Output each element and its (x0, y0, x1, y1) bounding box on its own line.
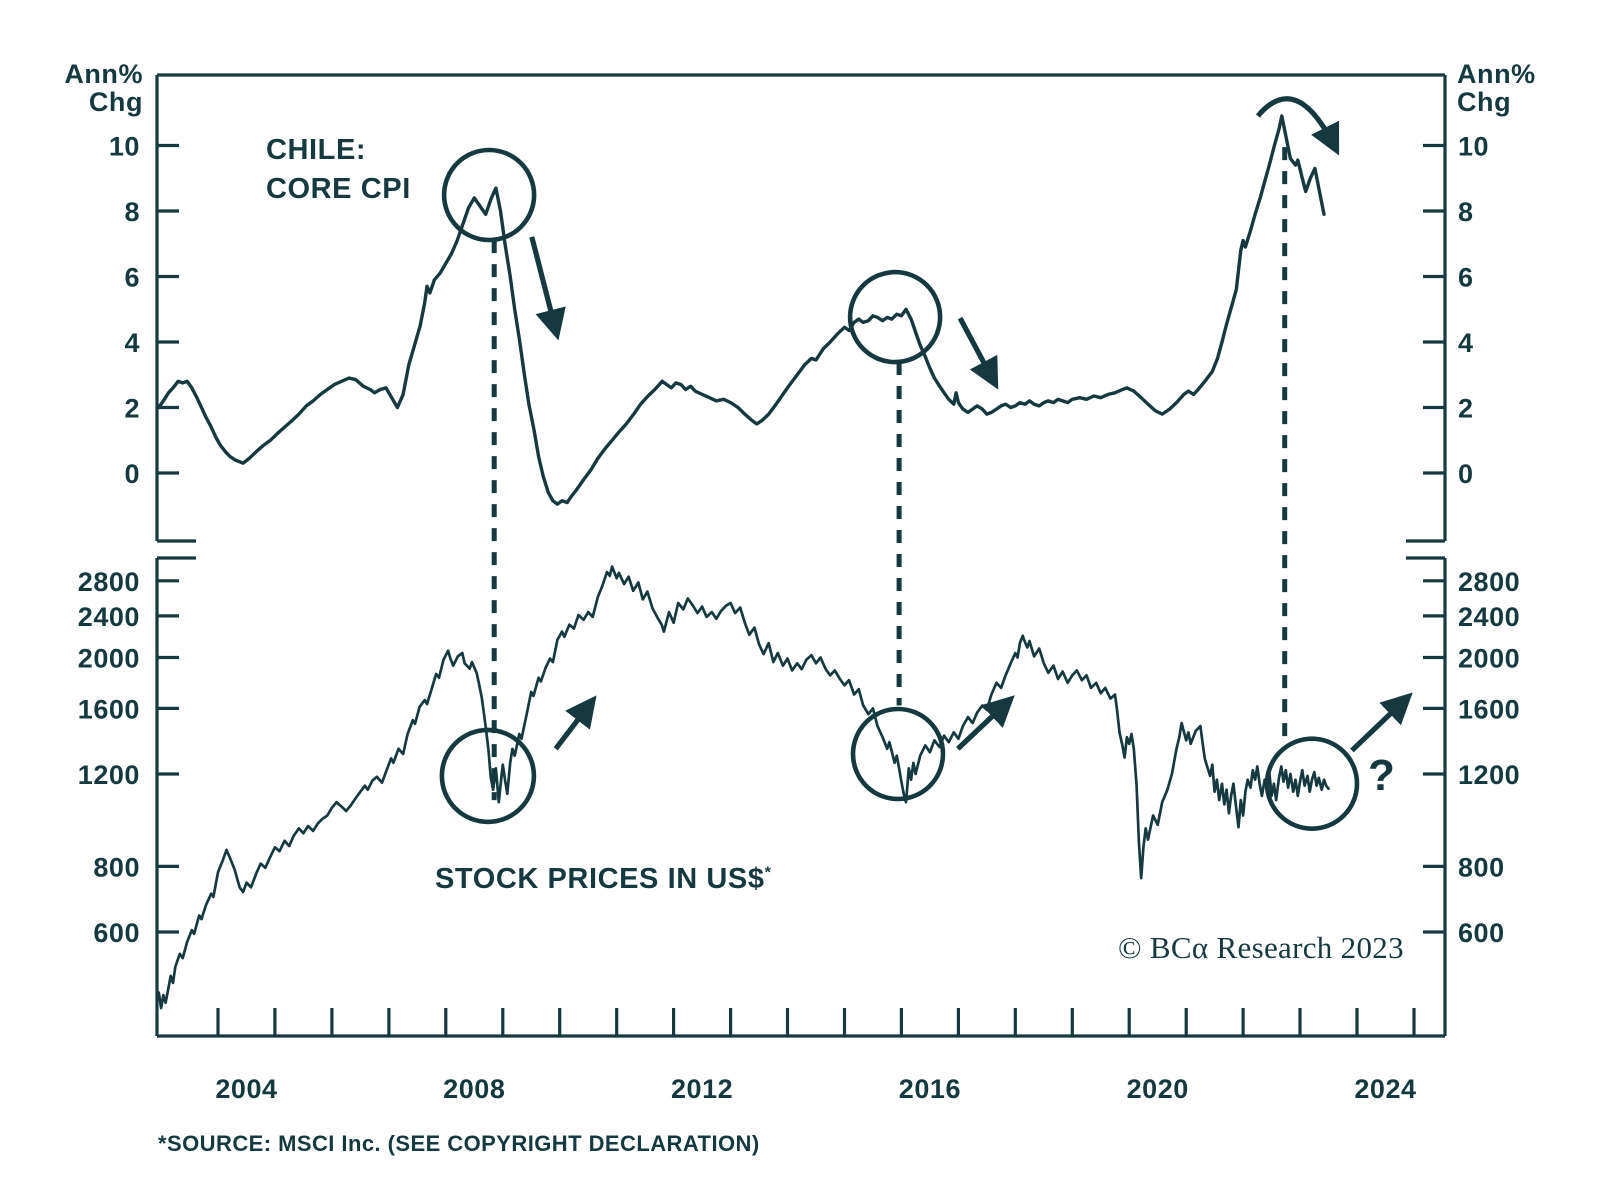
cpi-peak-circle (847, 269, 943, 365)
y-axis-unit-line1: Ann% (1457, 59, 1536, 89)
top-panel-y-tick-label-left: 6 (124, 263, 140, 293)
top-panel-y-tick-label-left: 0 (124, 459, 140, 489)
cpi-peak-circle (441, 147, 537, 243)
top-panel-y-tick-label-right: 4 (1458, 328, 1474, 358)
x-axis-year-label: 2020 (1127, 1074, 1189, 1104)
top-panel-y-tick-label-right: 0 (1458, 459, 1474, 489)
x-axis-year-label: 2016 (899, 1074, 961, 1104)
top-panel-y-tick-label-left: 8 (124, 197, 140, 227)
bottom-panel-y-tick-label-right: 2000 (1458, 644, 1520, 674)
bottom-panel-y-tick-label-right: 800 (1458, 852, 1505, 882)
bottom-panel-y-tick-label-right: 1200 (1458, 760, 1520, 790)
top-panel-y-tick-label-left: 10 (109, 132, 140, 162)
y-axis-unit-top-right: Ann% Chg (1457, 60, 1536, 116)
top-panel-y-tick-label-right: 6 (1458, 263, 1474, 293)
bottom-panel-y-tick-label-left: 2400 (78, 602, 140, 632)
axes-frame (155, 73, 1447, 1038)
top-panel-y-tick-label-right: 2 (1458, 394, 1474, 424)
bottom-panel-y-tick-label-left: 800 (93, 852, 140, 882)
source-note: *SOURCE: MSCI Inc. (SEE COPYRIGHT DECLAR… (158, 1131, 760, 1156)
bottom-panel-y-tick-label-left: 1600 (78, 694, 140, 724)
footnote-asterisk: * (764, 864, 772, 882)
stock-up-arrow (956, 695, 1015, 751)
stock-trough-circle (1264, 736, 1360, 832)
top-panel-y-tick-label-left: 4 (124, 328, 140, 358)
bottom-panel-y-tick-label-left: 2000 (78, 644, 140, 674)
cpi-line (157, 114, 1326, 506)
x-axis-year-label: 2012 (671, 1074, 733, 1104)
x-axis-year-label: 2004 (215, 1074, 277, 1104)
chart-annotations (439, 96, 1413, 832)
top-panel-y-tick-label-right: 8 (1458, 197, 1474, 227)
stock-trough-circle (850, 706, 946, 802)
x-axis-year-label: 2024 (1354, 1074, 1416, 1104)
bottom-panel-y-tick-label-left: 600 (93, 918, 140, 948)
cpi-down-arrow (529, 236, 566, 341)
bottom-panel-y-tick-label-right: 2400 (1458, 602, 1520, 632)
top-panel-title-line2: CORE CPI (266, 173, 411, 205)
bottom-panel-y-tick-label-left: 1200 (78, 760, 140, 790)
panel-connector-dashed-lines (491, 147, 1288, 801)
bottom-panel-y-tick-label-left: 2800 (78, 567, 140, 597)
y-axis-unit-top-left: Ann% Chg (40, 60, 143, 116)
cpi-rollover-curved-arrow (1255, 96, 1340, 156)
top-panel-title: CHILE: CORE CPI (266, 131, 411, 209)
stock-line (157, 565, 1330, 1010)
stock-trough-circle (439, 727, 537, 825)
bottom-panel-y-tick-label-right: 2800 (1458, 567, 1520, 597)
bottom-panel-title: STOCK PRICES IN US$* (435, 863, 772, 895)
bottom-panel-y-tick-label-right: 1600 (1458, 694, 1520, 724)
question-mark-annotation: ? (1368, 751, 1396, 800)
axis-ticks-and-labels: 10 10 8 8 6 6 4 4 2 2 0 0 2800 2800 2400 2400 2000 2000 16… (78, 132, 1520, 1105)
copyright-note: © BCα Research 2023 (1118, 930, 1404, 965)
y-axis-unit-line1: Ann% (64, 59, 143, 89)
stock-up-arrow (1350, 692, 1413, 753)
top-panel-y-tick-label-left: 2 (124, 394, 140, 424)
stock-up-arrow (553, 695, 597, 751)
bottom-panel-y-tick-label-right: 600 (1458, 918, 1505, 948)
data-series-lines (157, 114, 1330, 1010)
y-axis-unit-line2: Chg (1457, 87, 1512, 117)
cpi-down-arrow (957, 316, 999, 390)
top-panel-y-tick-label-right: 10 (1458, 132, 1489, 162)
top-panel-title-line1: CHILE: (266, 134, 367, 166)
y-axis-unit-line2: Chg (88, 87, 143, 117)
x-axis-year-label: 2008 (443, 1074, 505, 1104)
